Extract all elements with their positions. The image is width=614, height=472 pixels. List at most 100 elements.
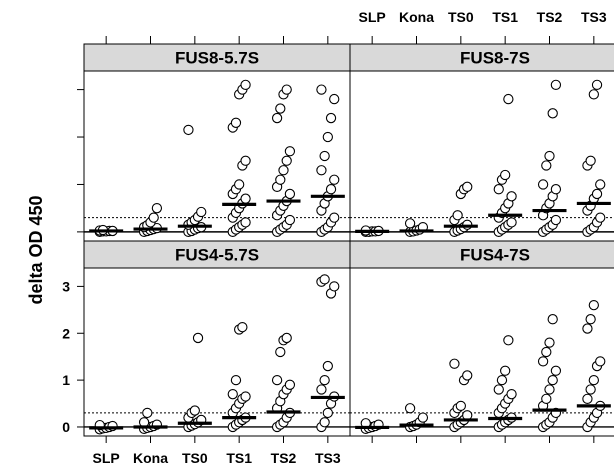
data-point bbox=[316, 384, 327, 395]
top-tick-label: TS3 bbox=[581, 9, 607, 25]
panel-fus4-5-7s: FUS4-5.7S bbox=[83, 240, 351, 437]
data-point bbox=[240, 79, 251, 91]
data-point bbox=[278, 165, 289, 176]
data-point bbox=[550, 365, 562, 376]
data-point bbox=[275, 174, 286, 185]
data-point bbox=[325, 184, 337, 195]
data-point bbox=[319, 274, 330, 285]
data-point bbox=[230, 374, 242, 386]
y-tick-label: 2 bbox=[62, 325, 70, 341]
data-point bbox=[506, 217, 517, 228]
data-point bbox=[325, 112, 337, 124]
data-point bbox=[544, 384, 555, 395]
data-point bbox=[547, 314, 558, 325]
data-point bbox=[544, 337, 555, 348]
data-point bbox=[240, 155, 251, 166]
data-point bbox=[230, 117, 242, 128]
panel-frame bbox=[349, 267, 614, 437]
data-point bbox=[281, 84, 292, 95]
data-point bbox=[319, 417, 330, 428]
data-point bbox=[588, 89, 599, 100]
data-point bbox=[227, 389, 238, 400]
data-point bbox=[240, 391, 251, 402]
data-point bbox=[404, 403, 416, 414]
data-point bbox=[192, 332, 204, 344]
data-point bbox=[462, 181, 473, 192]
data-point bbox=[237, 322, 248, 333]
data-point bbox=[240, 217, 251, 228]
panel-frame bbox=[349, 70, 614, 242]
data-point bbox=[329, 93, 340, 105]
data-point bbox=[275, 103, 286, 114]
top-tick-label: Kona bbox=[399, 9, 434, 25]
data-point bbox=[547, 108, 558, 119]
data-point bbox=[585, 384, 596, 395]
data-point bbox=[500, 365, 511, 376]
data-point bbox=[316, 165, 327, 176]
data-point bbox=[503, 93, 514, 105]
data-point bbox=[550, 184, 562, 195]
data-point bbox=[547, 374, 558, 386]
panel-title: FUS8-5.7S bbox=[175, 49, 259, 68]
data-point bbox=[582, 393, 593, 405]
data-point bbox=[271, 374, 283, 386]
data-point bbox=[281, 332, 292, 344]
panel-strip bbox=[349, 43, 614, 72]
data-point bbox=[240, 193, 251, 204]
data-point bbox=[142, 407, 153, 419]
data-point bbox=[493, 384, 504, 395]
data-point bbox=[329, 212, 340, 223]
data-point bbox=[319, 150, 330, 162]
data-point bbox=[537, 179, 549, 190]
data-point bbox=[452, 210, 463, 221]
panel-title: FUS8-7S bbox=[460, 49, 530, 68]
bottom-tick-label: TS1 bbox=[226, 450, 252, 466]
data-point bbox=[322, 131, 333, 143]
data-point bbox=[541, 346, 552, 358]
data-point bbox=[462, 370, 473, 381]
y-tick-label: 0 bbox=[62, 419, 70, 435]
data-point bbox=[275, 346, 286, 358]
panel-title: FUS4-5.7S bbox=[175, 246, 259, 265]
panel-fus8-5-7s: FUS8-5.7S bbox=[83, 43, 351, 242]
data-point bbox=[595, 356, 606, 367]
data-point bbox=[582, 323, 593, 334]
data-point bbox=[544, 150, 555, 162]
data-point bbox=[183, 124, 194, 136]
data-point bbox=[281, 155, 292, 166]
panel-strip bbox=[349, 240, 614, 269]
panel-frame bbox=[83, 267, 351, 437]
data-point bbox=[506, 389, 517, 400]
data-point bbox=[591, 79, 603, 91]
bottom-tick-label: TS3 bbox=[315, 450, 341, 466]
panel-strip bbox=[83, 43, 351, 72]
data-point bbox=[496, 374, 508, 386]
data-point bbox=[588, 374, 599, 386]
data-point bbox=[284, 188, 296, 200]
top-tick-label: TS2 bbox=[537, 9, 563, 25]
data-point bbox=[493, 184, 504, 195]
data-point bbox=[284, 214, 296, 226]
y-tick-label: 1 bbox=[62, 372, 70, 388]
data-point bbox=[550, 79, 562, 91]
data-point bbox=[541, 393, 552, 405]
data-point bbox=[506, 191, 517, 202]
data-point bbox=[196, 206, 207, 218]
data-point bbox=[284, 146, 296, 157]
data-point bbox=[503, 335, 514, 346]
data-point bbox=[316, 84, 327, 95]
bottom-tick-label: TS0 bbox=[182, 450, 208, 466]
data-point bbox=[500, 169, 511, 181]
data-point bbox=[151, 203, 163, 214]
data-point bbox=[417, 412, 429, 423]
data-point bbox=[189, 405, 200, 416]
bottom-tick-label: Kona bbox=[133, 450, 168, 466]
y-axis-label: delta OD 450 bbox=[26, 195, 46, 304]
data-point bbox=[319, 374, 330, 386]
data-point bbox=[588, 299, 599, 311]
data-point bbox=[271, 112, 283, 124]
bottom-tick-label: SLP bbox=[93, 450, 120, 466]
data-point bbox=[541, 160, 552, 171]
data-point bbox=[322, 407, 333, 419]
